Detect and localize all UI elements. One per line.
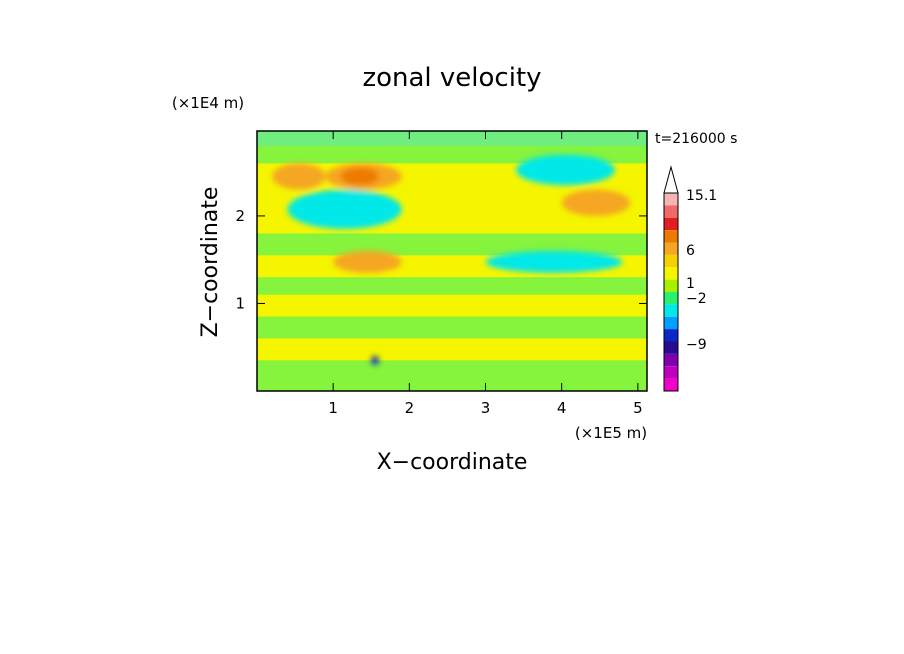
time-label: t=216000 s: [655, 131, 737, 147]
velocity-region: [333, 250, 402, 273]
colorbar-label: 1: [686, 276, 695, 292]
colorbar-label: −9: [686, 337, 707, 353]
plot-area: [257, 131, 647, 391]
colorbar-swatch: [664, 292, 678, 305]
x-tick-label: 5: [633, 399, 643, 417]
colorbar-label: 6: [686, 243, 695, 259]
colorbar: 15.1 6 1−2 −9: [663, 165, 717, 392]
plot-frame: [256, 130, 648, 392]
velocity-region: [485, 250, 623, 273]
y-axis-label: Z−coordinate: [198, 187, 223, 338]
velocity-region: [272, 163, 326, 190]
colorbar-swatch: [664, 378, 678, 391]
colorbar-swatch: [664, 353, 678, 367]
colorbar-swatch: [664, 267, 678, 280]
velocity-region: [371, 355, 379, 365]
colorbar-swatch: [664, 366, 678, 379]
colorbar-swatch: [664, 193, 678, 206]
background-band: [257, 316, 647, 339]
x-axis-label: X−coordinate: [377, 450, 528, 475]
colorbar-swatch: [664, 242, 678, 255]
colorbar-label: 15.1: [686, 188, 717, 204]
y-tick-label: 1: [235, 294, 245, 312]
background-band: [257, 277, 647, 295]
colorbar-swatch: [664, 205, 678, 218]
y-tick-label: 2: [235, 207, 245, 225]
y-scale-label: (×1E4 m): [172, 94, 244, 112]
colorbar-swatch: [664, 279, 678, 292]
colorbar-swatch: [664, 329, 678, 342]
velocity-region: [340, 167, 379, 186]
chart-title: zonal velocity: [362, 63, 541, 93]
axis-ticks: 1 2 3 4 5 1 2: [235, 131, 647, 417]
x-tick-label: 3: [481, 399, 491, 417]
velocity-region: [561, 189, 631, 216]
velocity-region: [287, 189, 402, 230]
colorbar-label: −2: [686, 291, 707, 307]
velocity-regions: [272, 154, 631, 365]
colorbar-cap: [663, 165, 679, 194]
x-tick-label: 4: [557, 399, 567, 417]
velocity-region: [515, 154, 616, 186]
colorbar-frame: [663, 192, 679, 392]
colorbar-swatch: [664, 304, 678, 317]
colorbar-swatch: [664, 341, 678, 354]
colorbar-swatch: [664, 316, 678, 330]
x-scale-label: (×1E5 m): [575, 424, 647, 442]
background-band: [257, 131, 647, 146]
x-tick-label: 2: [405, 399, 415, 417]
colorbar-swatch: [664, 230, 678, 243]
colorbar-swatch: [664, 254, 678, 268]
colorbar-swatch: [664, 217, 678, 231]
x-tick-label: 1: [328, 399, 338, 417]
background-band: [257, 233, 647, 256]
background-band: [257, 360, 647, 391]
